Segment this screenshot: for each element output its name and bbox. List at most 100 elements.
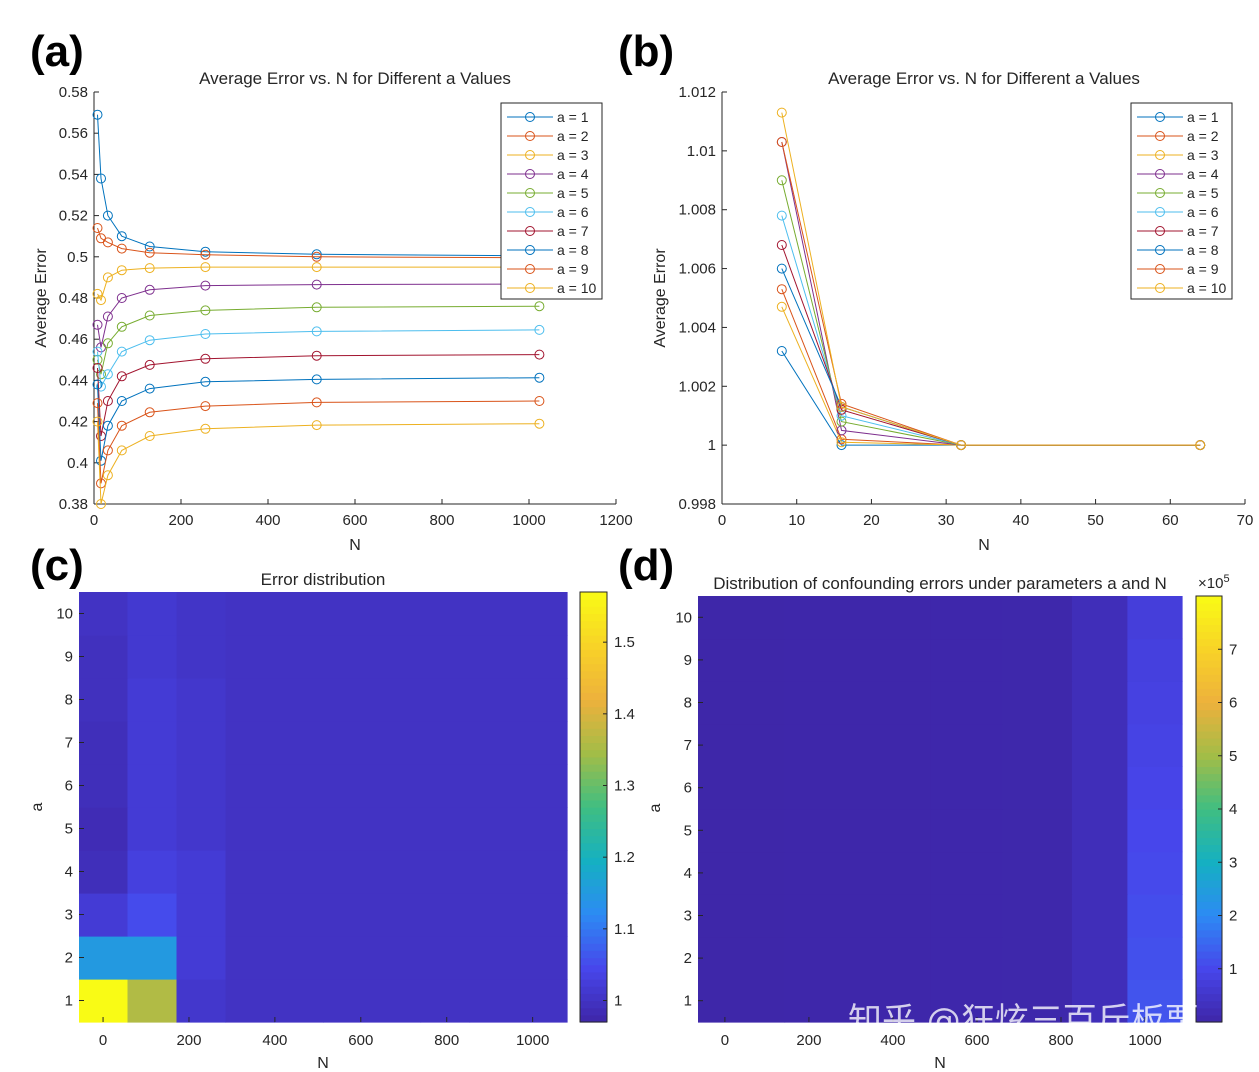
chart-a-legend-marker xyxy=(525,226,535,236)
chart-a-point xyxy=(144,310,155,321)
chart-c-colorbar-label: 1.5 xyxy=(614,634,635,651)
chart-d-cell xyxy=(1002,723,1073,767)
chart-d-cell xyxy=(930,894,1003,938)
chart-d-cell xyxy=(858,638,932,682)
chart-c-cell xyxy=(176,592,227,636)
chart-a-point xyxy=(200,376,211,387)
chart-c-ytick-label: 5 xyxy=(65,821,73,838)
chart-a-series-line xyxy=(97,266,540,302)
chart-d-colorbar-step xyxy=(1196,823,1222,831)
chart-b-point xyxy=(776,210,787,221)
chart-d-colorbar-step xyxy=(1196,894,1222,902)
chart-c-colorbar-step xyxy=(580,592,607,600)
chart-b-xtick-label: 40 xyxy=(1013,512,1030,529)
chart-c-colorbar-step xyxy=(580,993,607,1002)
chart-a-point xyxy=(200,329,211,339)
chart-c-cell xyxy=(79,893,129,937)
chart-c-ytick-label: 9 xyxy=(65,649,73,666)
chart-b-xtick-label: 20 xyxy=(863,512,880,529)
chart-c-xtick-label: 400 xyxy=(262,1032,287,1049)
chart-a-point xyxy=(200,262,211,273)
chart-a-point xyxy=(102,237,113,248)
chart-c-ytick-label: 7 xyxy=(65,735,73,752)
chart-a-xtick-label: 600 xyxy=(342,512,367,529)
panel-label-c: (c) xyxy=(30,541,84,590)
chart-d-cell xyxy=(1002,766,1073,810)
chart-b-ytick-label: 1.004 xyxy=(678,319,716,336)
chart-a-point xyxy=(200,246,211,257)
chart-c-cell xyxy=(79,721,129,765)
chart-d-colorbar-step xyxy=(1196,979,1222,988)
chart-b-legend-marker xyxy=(1155,283,1165,293)
chart-b-legend-label: a = 4 xyxy=(1187,166,1219,182)
chart-c-cell xyxy=(127,807,178,851)
chart-a-ytick-label: 0.52 xyxy=(59,208,88,225)
chart-d-cell xyxy=(784,894,859,938)
chart-c-cell xyxy=(225,592,275,636)
chart-c-cell xyxy=(225,807,275,851)
chart-d-ytick-label: 8 xyxy=(684,695,692,712)
chart-b-xtick-label: 50 xyxy=(1087,512,1104,529)
chart-b-ytick-label: 1.012 xyxy=(678,84,716,101)
chart-c-cell xyxy=(79,807,129,851)
chart-c-colorbar-step xyxy=(580,1014,607,1023)
chart-c-colorbar-step xyxy=(580,907,607,916)
chart-c-colorbar-step xyxy=(580,814,607,822)
chart-d-cell xyxy=(930,723,1003,767)
chart-b-ytick-label: 1.006 xyxy=(678,261,716,278)
chart-d-colorbar-step xyxy=(1196,1014,1222,1023)
chart-a-point xyxy=(92,379,103,390)
chart-d-colorbar-step xyxy=(1196,965,1222,973)
chart-c-colorbar-step xyxy=(580,979,607,987)
chart-c-cell xyxy=(274,635,324,679)
chart-d-colorbar-step xyxy=(1196,645,1222,654)
chart-a-ytick-label: 0.46 xyxy=(59,331,88,348)
chart-c-colorbar-step xyxy=(580,828,607,837)
panel-label-a: (a) xyxy=(30,27,84,76)
chart-d-colorbar-exponent: ×105 xyxy=(1198,573,1230,592)
chart-c-title: Error distribution xyxy=(261,570,386,589)
chart-c-cell xyxy=(176,979,227,1023)
chart-d-ylabel: a xyxy=(647,803,664,812)
chart-c-colorbar-step xyxy=(580,807,607,815)
chart-d-cell xyxy=(930,638,1003,682)
chart-c-cell xyxy=(274,678,324,722)
chart-a-point xyxy=(116,346,127,357)
chart-d-cell xyxy=(1002,809,1073,853)
chart-d-cell xyxy=(784,723,859,767)
chart-d-cell xyxy=(784,681,859,725)
chart-c-cell xyxy=(176,850,227,894)
chart-c-colorbar-step xyxy=(580,778,607,787)
chart-a-point xyxy=(92,319,103,330)
chart-d-cell xyxy=(1071,723,1128,767)
chart-c-xtick-label: 0 xyxy=(99,1032,107,1049)
chart-c-cell xyxy=(79,936,129,980)
chart-a-legend-marker xyxy=(525,150,535,160)
chart-c-colorbar-step xyxy=(580,986,607,994)
chart-a-point xyxy=(311,249,322,260)
chart-d-cell xyxy=(1002,681,1073,725)
chart-b-xtick-label: 10 xyxy=(788,512,805,529)
chart-c-colorbar-step xyxy=(580,735,607,744)
chart-d-colorbar-step xyxy=(1196,766,1222,775)
chart-d-colorbar-step xyxy=(1196,830,1222,838)
chart-d-cell xyxy=(784,809,859,853)
chart-a-point xyxy=(96,499,106,509)
chart-c-colorbar-step xyxy=(580,649,607,658)
chart-d-colorbar-step xyxy=(1196,738,1222,746)
chart-b-legend-label: a = 1 xyxy=(1187,109,1219,125)
chart-d-cell xyxy=(930,681,1003,725)
chart-a-ytick-label: 0.5 xyxy=(67,249,88,266)
chart-c-colorbar-step xyxy=(580,921,607,930)
chart-a-legend-marker xyxy=(525,264,535,274)
chart-a: Average Error vs. N for Different a Valu… xyxy=(33,69,633,554)
chart-d-cell xyxy=(858,979,932,1023)
chart-b-legend-marker xyxy=(1155,150,1165,160)
chart-d-colorbar-step xyxy=(1196,929,1222,938)
chart-d-colorbar-step xyxy=(1196,908,1222,917)
chart-a-point xyxy=(116,445,127,456)
chart-c-colorbar-step xyxy=(580,685,607,693)
chart-c-colorbar-step xyxy=(580,1007,607,1016)
chart-d-colorbar-step xyxy=(1196,936,1222,945)
chart-a-xlabel: N xyxy=(349,537,361,554)
